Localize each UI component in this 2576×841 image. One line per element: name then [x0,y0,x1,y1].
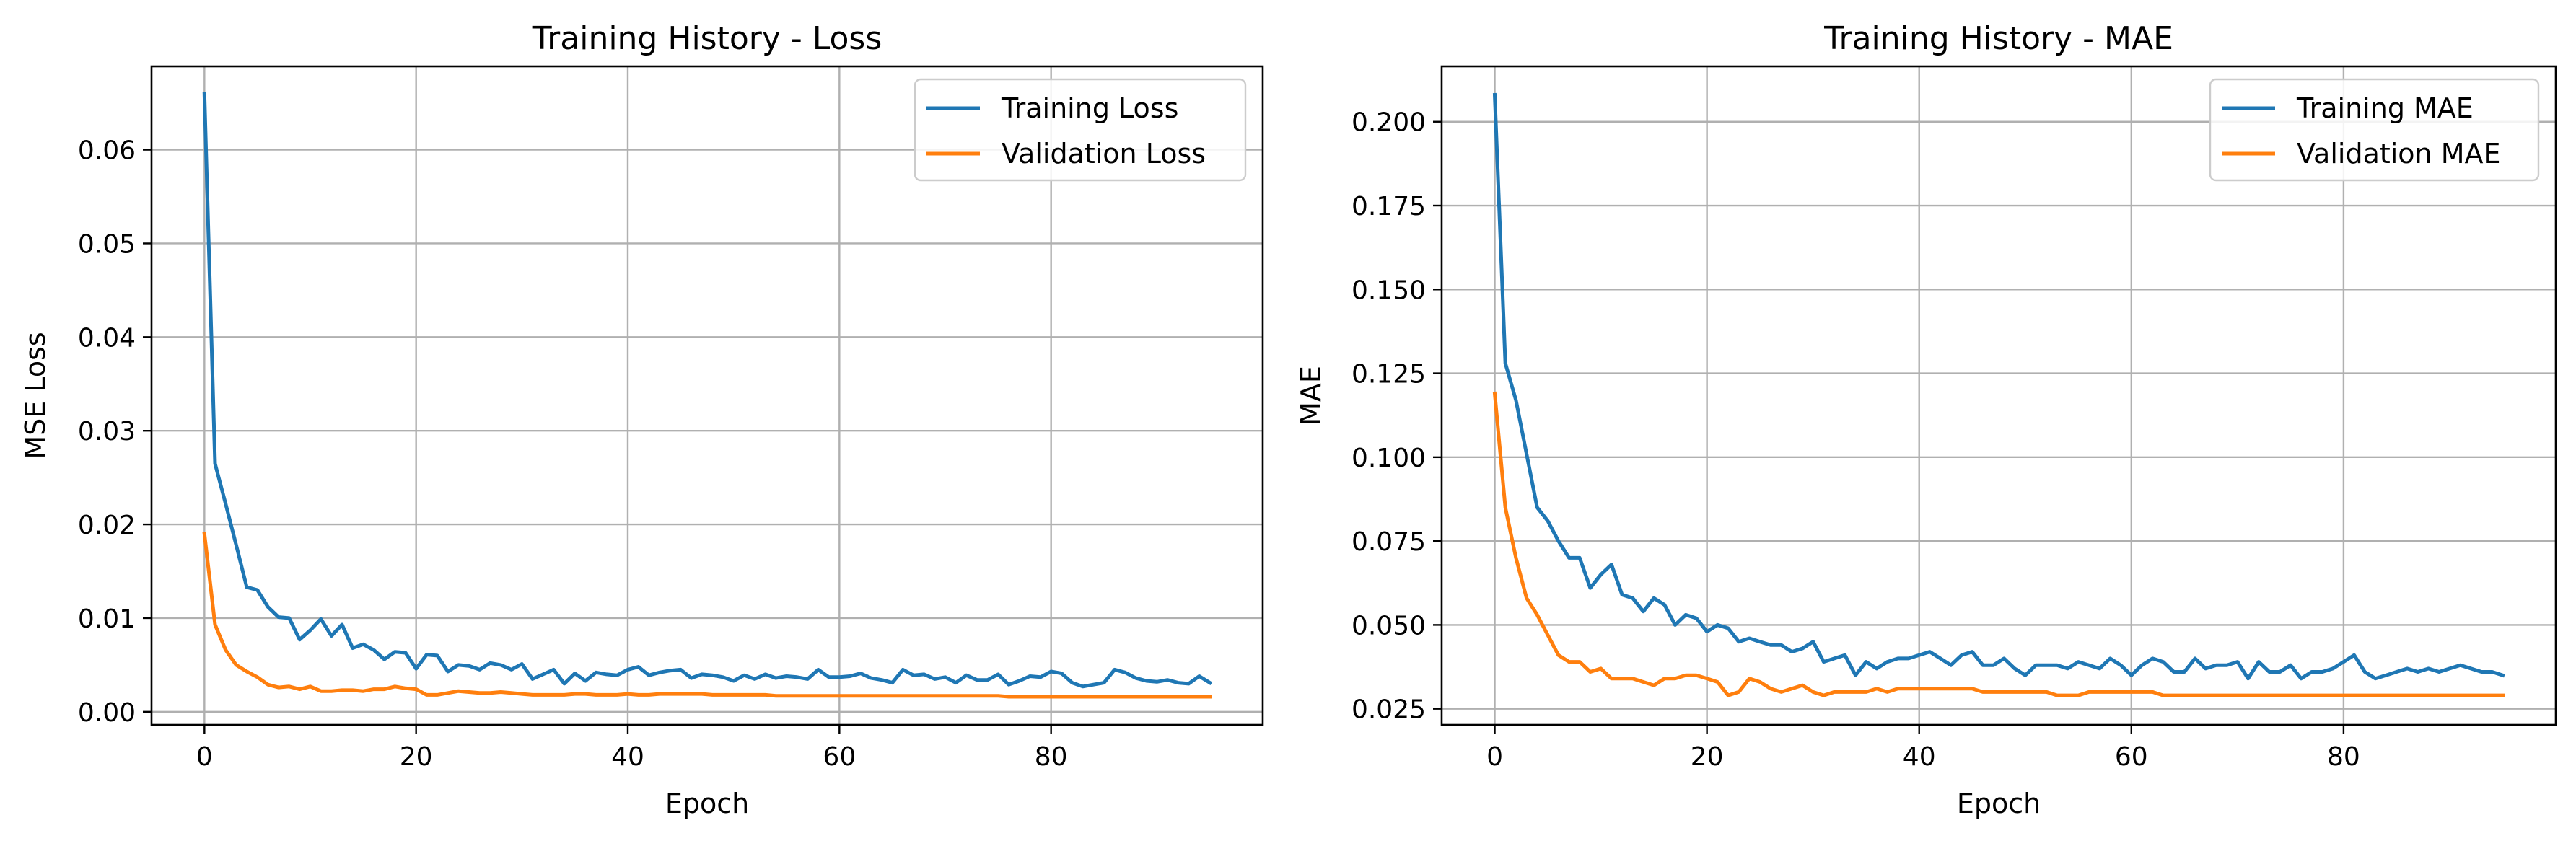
y-tick-label: 0.125 [1351,360,1426,389]
x-axis-label: Epoch [1957,788,2041,819]
legend: Training Loss Validation Loss [914,78,1247,182]
x-tick-label: 80 [2327,742,2360,772]
grid-lines [1442,66,2556,725]
x-tick-label: 0 [196,742,213,772]
x-tick-label: 20 [400,742,433,772]
y-axis-label: MAE [1295,366,1327,426]
legend-label: Validation MAE [2297,138,2501,169]
chart-1: 0 20 40 60 80 0.00 0.01 0.02 0.03 0.04 0.05 0.06 Tra… [19,20,1264,819]
x-tick-label: 80 [1035,742,1068,772]
y-tick-label: 0.01 [78,604,136,634]
axes-frame [1440,65,2557,726]
x-tick-label: 40 [611,742,644,772]
chart-title: Training History - MAE [1823,20,2173,57]
series-line-training [1492,92,2505,681]
y-tick-label: 0.200 [1351,108,1426,138]
series-line-validation [1492,391,2505,697]
legend-box [914,78,1247,182]
y-tick-label: 0.050 [1351,611,1426,640]
axes-frame [150,65,1264,726]
x-tick-label: 0 [1486,742,1503,772]
grid-lines [152,66,1263,725]
y-tick-label: 0.03 [78,417,136,446]
y-tick-label: 0.06 [78,136,136,166]
y-tick-label: 0.05 [78,229,136,259]
x-axis-label: Epoch [665,788,749,819]
y-tick-label: 0.025 [1351,695,1426,725]
series-line-validation [202,532,1212,699]
y-tick-label: 0.175 [1351,192,1426,221]
series-line-training [202,92,1213,689]
y-tick-label: 0.150 [1351,276,1426,305]
legend-label: Training Loss [1001,92,1178,124]
legend: Training MAE Validation MAE [2209,78,2540,182]
legend-box [2209,78,2540,182]
y-axis-label: MSE Loss [19,332,51,459]
x-tick-label: 60 [2115,742,2148,772]
y-tick-label: 0.02 [78,511,136,540]
chart-2: 0 20 40 60 80 0.025 0.050 0.075 0.100 0.125 0.150 0… [1295,20,2557,819]
x-tick-label: 40 [1903,742,1936,772]
y-tick-label: 0.100 [1351,444,1426,473]
x-tick-label: 60 [823,742,856,772]
y-tick-label: 0.075 [1351,527,1426,557]
legend-label: Training MAE [2296,92,2474,124]
y-tick-label: 0.00 [78,698,136,728]
chart-title: Training History - Loss [532,20,882,57]
x-tick-label: 20 [1691,742,1724,772]
legend-label: Validation Loss [1002,138,1206,169]
y-tick-label: 0.04 [78,323,136,353]
